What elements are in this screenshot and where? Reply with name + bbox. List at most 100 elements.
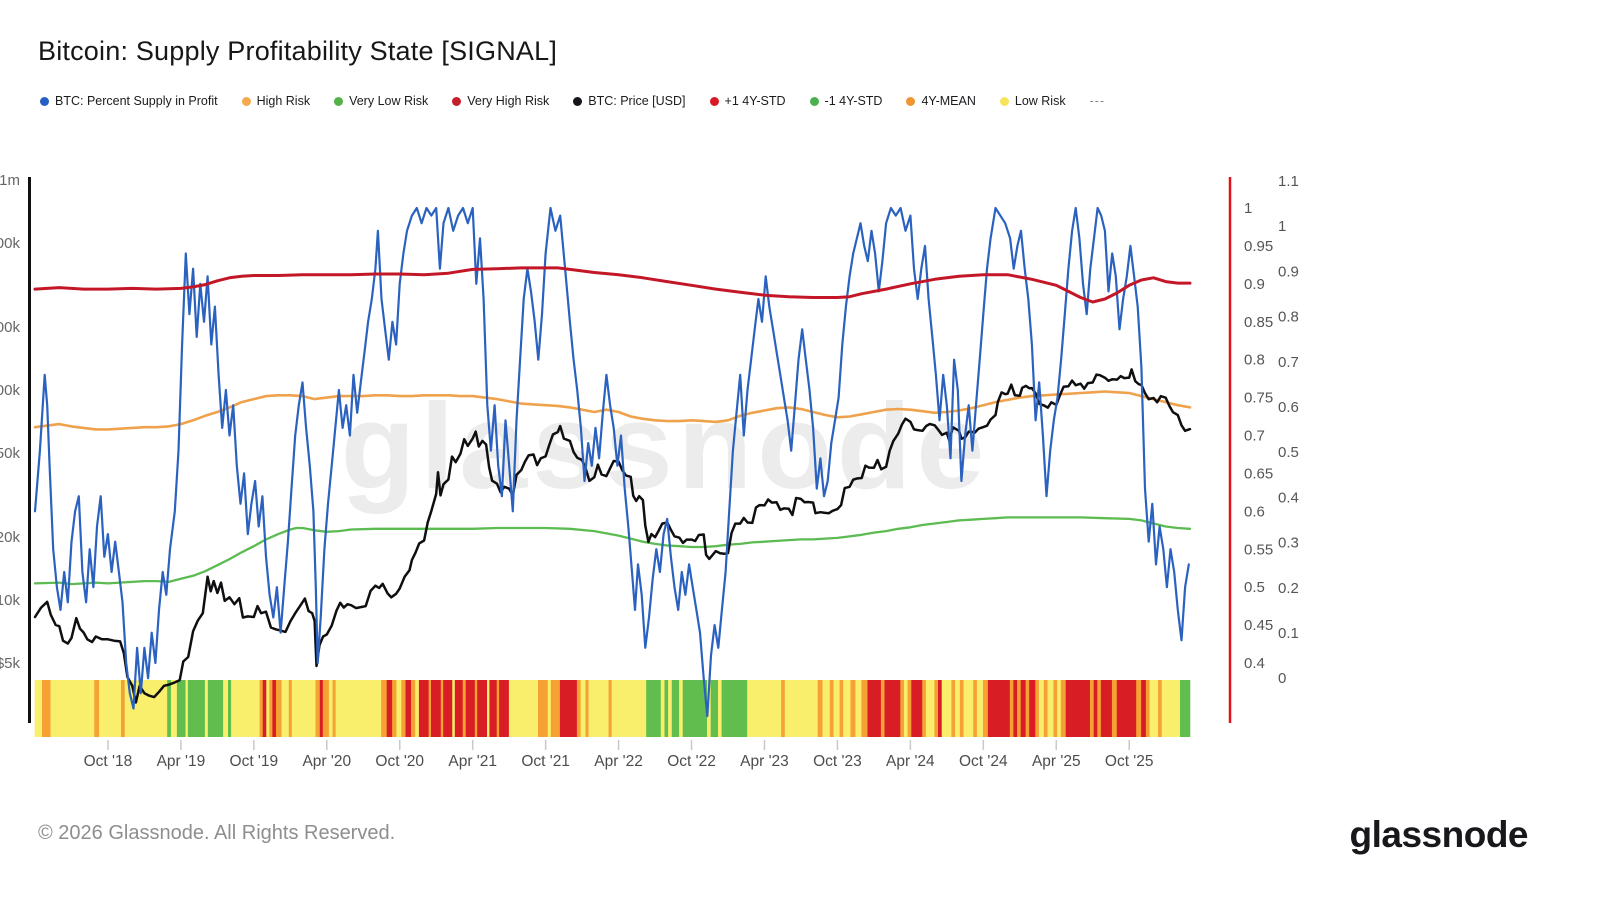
legend-item[interactable]: BTC: Price [USD]: [573, 94, 686, 108]
risk-strip-segment: [1020, 680, 1027, 737]
plus-1-std-line: [33, 266, 1192, 304]
red-axis-tick-label: 0.85: [1244, 314, 1273, 331]
risk-strip-segment: [1116, 680, 1137, 737]
risk-strip-segment: [322, 680, 330, 737]
red-axis-tick-label: 0.8: [1244, 352, 1265, 369]
risk-strip-segment: [611, 680, 647, 737]
risk-strip-segment: [508, 680, 539, 737]
x-axis-tick-label: Apr '21: [448, 753, 497, 770]
x-axis-tick-label: Oct '21: [521, 753, 570, 770]
red-axis-tick-label: 1: [1244, 200, 1252, 217]
risk-strip-segment: [660, 680, 665, 737]
gray-axis-tick-label: 0.8: [1278, 309, 1299, 326]
gray-axis-tick-label: 0: [1278, 670, 1286, 687]
risk-strip-segment: [963, 680, 974, 737]
risk-strip-segment: [585, 680, 590, 737]
supply-profitability-chart[interactable]: glassnode $1m $500k $200k $100k $50k $20k $10k $…: [0, 130, 1600, 790]
risk-strip-segment: [207, 680, 224, 737]
risk-strip-segment: [1053, 680, 1058, 737]
risk-strip-segment: [465, 680, 476, 737]
gray-axis-tick-label: 0.5: [1278, 444, 1299, 461]
legend-item[interactable]: BTC: Percent Supply in Profit: [40, 94, 218, 108]
x-axis-tick-label: Apr '24: [886, 753, 935, 770]
x-axis-tick-label: Oct '18: [84, 753, 133, 770]
red-axis-tick-label: 0.6: [1244, 503, 1265, 520]
red-axis-tick-label: 0.75: [1244, 390, 1273, 407]
risk-strip-segment: [34, 680, 43, 737]
chart-legend: BTC: Percent Supply in Profit High Risk Ve…: [40, 94, 1105, 108]
x-axis-tick-label: Oct '20: [375, 753, 424, 770]
risk-strip-segment: [291, 680, 317, 737]
risk-strip-segment: [170, 680, 178, 737]
risk-strip-segment: [904, 680, 909, 737]
risk-strip-segment: [747, 680, 782, 737]
risk-strip-segment: [922, 680, 927, 737]
legend-item-label: BTC: Price [USD]: [588, 94, 686, 108]
risk-strip-segment: [559, 680, 578, 737]
risk-strip-segment: [1057, 680, 1062, 737]
legend-item-label: 4Y-MEAN: [921, 94, 976, 108]
legend-item-label: High Risk: [256, 94, 311, 108]
btc-price-line: [33, 368, 1192, 704]
risk-strip-segment: [228, 680, 232, 737]
risk-strip-segment: [1047, 680, 1055, 737]
gray-axis-tick-label: 0.3: [1278, 535, 1299, 552]
red-axis-tick-label: 0.5: [1244, 579, 1265, 596]
glassnode-logo[interactable]: glassnode: [1349, 814, 1529, 855]
x-axis-tick-label: Oct '24: [959, 753, 1008, 770]
risk-strip-segment: [951, 680, 956, 737]
legend-item[interactable]: Very High Risk: [452, 94, 549, 108]
risk-strip-segment: [332, 680, 337, 737]
risk-strip-segment: [959, 680, 965, 737]
x-axis-tick-label: Oct '19: [230, 753, 279, 770]
legend-item[interactable]: High Risk: [241, 94, 311, 108]
risk-strip-segment: [646, 680, 662, 737]
legend-item[interactable]: ---: [1090, 94, 1106, 108]
risk-strip-segment: [938, 680, 943, 737]
risk-strip-segment: [664, 680, 669, 737]
risk-strip-segment: [428, 680, 432, 737]
chart-plot-area[interactable]: glassnode $1m $500k $200k $100k $50k $20k $10k $…: [0, 130, 1600, 790]
risk-strip-segment: [1161, 680, 1181, 737]
x-axis-tick-label: Oct '22: [667, 753, 716, 770]
risk-strip-segment: [418, 680, 430, 737]
risk-strip-segment: [266, 680, 270, 737]
risk-strip-segment: [884, 680, 901, 737]
risk-strip-segment: [269, 680, 273, 737]
risk-strip-segment: [50, 680, 95, 737]
risk-strip-segment: [1136, 680, 1142, 737]
risk-strip-segment: [1009, 680, 1014, 737]
risk-strip-segment: [411, 680, 416, 737]
left-axis-tick-label: $200k: [0, 319, 20, 336]
legend-dot-icon: [241, 96, 251, 106]
legend-item[interactable]: Very Low Risk: [334, 94, 428, 108]
x-axis-tick-label: Apr '25: [1032, 753, 1081, 770]
risk-strip-segment: [204, 680, 209, 737]
risk-strip-segment: [121, 680, 126, 737]
gray-axis-tick-label: 1.1: [1278, 173, 1299, 190]
red-axis-tick-label: 0.9: [1244, 276, 1265, 293]
risk-strip-segment: [262, 680, 267, 737]
risk-strip-segment: [315, 680, 321, 737]
risk-strip-segment: [784, 680, 819, 737]
risk-strip-segment: [718, 680, 723, 737]
legend-item[interactable]: 4Y-MEAN: [906, 94, 976, 108]
legend-item[interactable]: -1 4Y-STD: [809, 94, 882, 108]
red-axis-tick-label: 0.95: [1244, 238, 1273, 255]
risk-strip-segment: [1158, 680, 1163, 737]
left-axis-tick-label: $20k: [0, 529, 20, 546]
legend-item-label: Low Risk: [1014, 94, 1066, 108]
legend-item[interactable]: Low Risk: [999, 94, 1066, 108]
risk-strip-segment: [431, 680, 442, 737]
risk-strip-segment: [462, 680, 467, 737]
risk-strip-segment: [281, 680, 290, 737]
risk-strip-segment: [941, 680, 952, 737]
risk-strip-segment: [272, 680, 277, 737]
x-axis-tick-label: Apr '22: [594, 753, 643, 770]
legend-item[interactable]: +1 4Y-STD: [709, 94, 786, 108]
copyright-text: © 2026 Glassnode. All Rights Reserved.: [38, 822, 396, 844]
gray-axis-tick-label: 1: [1278, 218, 1286, 235]
risk-strip-segment: [443, 680, 453, 737]
legend-item-label: Very High Risk: [467, 94, 550, 108]
